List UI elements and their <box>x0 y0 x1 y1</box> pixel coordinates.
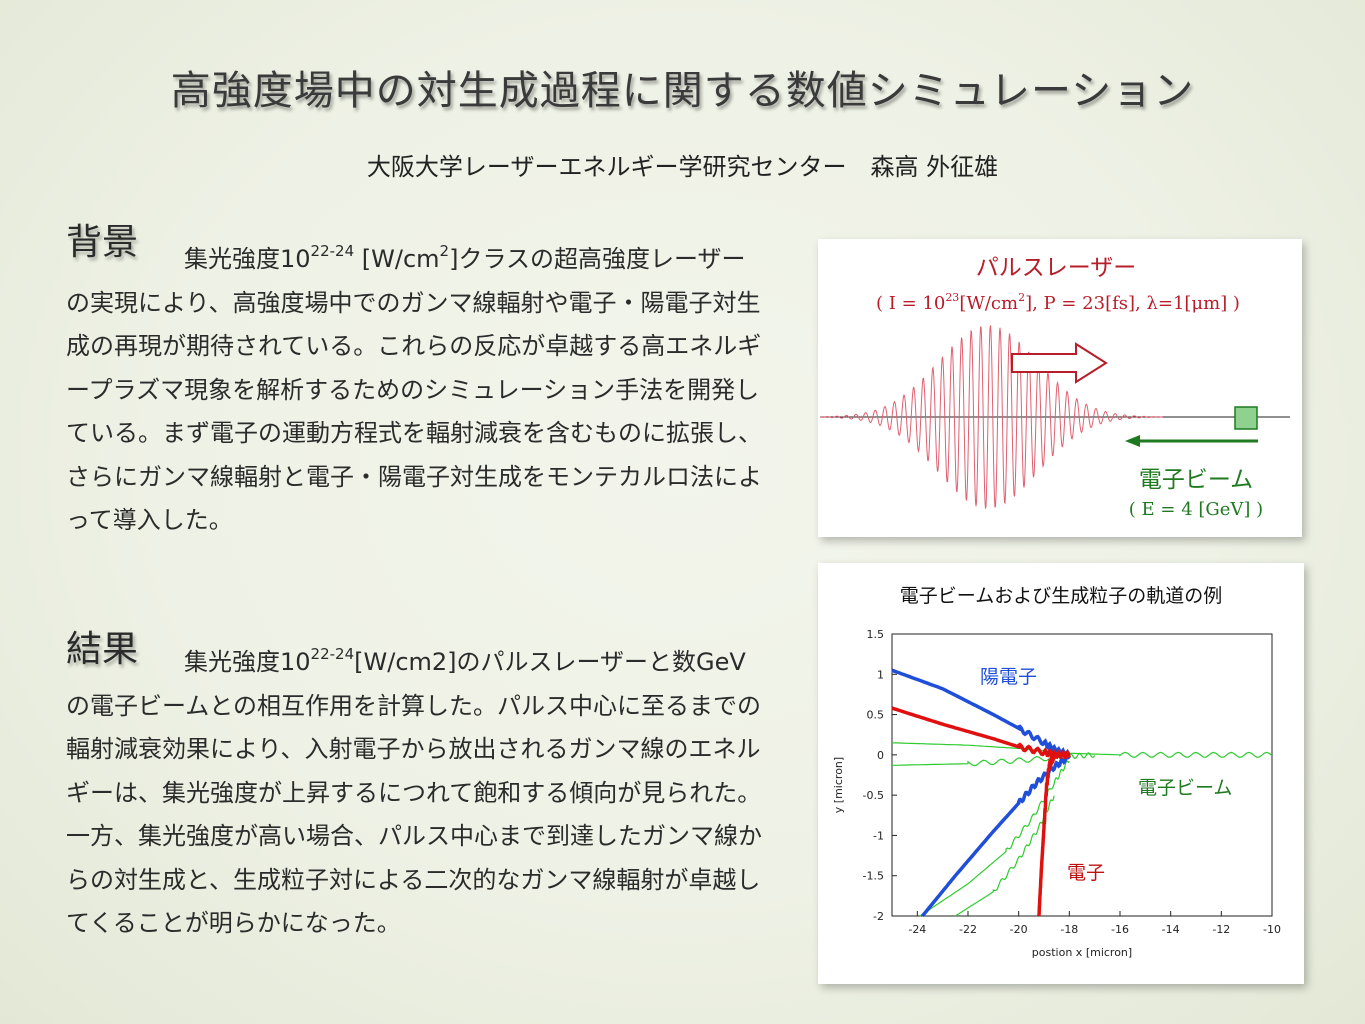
laser-diagram-panel: パルスレーザー ( I = 1023[W/cm2], P = 23[fs], λ… <box>818 239 1302 537</box>
page-title: 高強度場中の対生成過程に関する数値シミュレーション <box>170 68 1195 114</box>
x-tick-label: -14 <box>1162 923 1180 936</box>
results-heading: 結果 <box>66 629 139 670</box>
series-line-1 <box>921 752 1071 918</box>
x-tick-label: -22 <box>959 923 977 936</box>
plot-frame <box>891 633 1273 917</box>
chart-annotation-0: 陽電子 <box>980 666 1037 688</box>
results-body: 集光強度1022-24[W/cm2]のパルスレーザーと数GeVの電子ビームとの相… <box>66 645 762 938</box>
laser-pulse-wave <box>819 325 1163 509</box>
laser-label: パルスレーザー <box>976 255 1137 281</box>
series-line-2 <box>891 706 1071 760</box>
chart-title: 電子ビームおよび生成粒子の軌道の例 <box>900 585 1222 607</box>
y-tick-label: -0.5 <box>863 789 884 802</box>
trajectory-chart: 電子ビームおよび生成粒子の軌道の例 -24 -22 -20 -18 -16 -14 -12-… <box>832 585 1281 959</box>
y-tick-label: 0.5 <box>867 709 885 722</box>
y-tick-label: 0 <box>877 749 884 762</box>
beam-arrow-head <box>1125 435 1140 447</box>
trajectory-chart-panel: 電子ビームおよび生成粒子の軌道の例 -24 -22 -20 -18 -16 -14 -12-… <box>818 563 1304 984</box>
x-tick-label: -24 <box>908 923 926 936</box>
y-tick-label: -2 <box>873 910 884 923</box>
x-axis-label: postion x [micron] <box>1032 946 1132 959</box>
beam-params: ( E = 4 [GeV] ) <box>1129 499 1263 520</box>
x-tick-label: -20 <box>1010 923 1028 936</box>
electron-beam-box <box>1234 406 1258 430</box>
laser-direction-arrow <box>1011 342 1108 384</box>
x-tick-label: -12 <box>1212 923 1230 936</box>
beam-label: 電子ビーム <box>1139 467 1253 493</box>
laser-params: ( I = 1023[W/cm2], P = 23[fs], λ=1[μm] ) <box>876 291 1240 314</box>
series-line-6 <box>919 760 1070 917</box>
x-tick-label: -18 <box>1060 923 1078 936</box>
series-line-4 <box>891 742 1273 758</box>
x-tick-label: -10 <box>1263 923 1281 936</box>
background-heading: 背景 <box>66 222 139 263</box>
series-line-5 <box>892 752 1096 767</box>
y-tick-label: 1 <box>877 668 884 681</box>
affiliation: 大阪大学レーザーエネルギー学研究センター 森高 外征雄 <box>366 153 999 181</box>
chart-annotation-2: 電子 <box>1067 862 1105 884</box>
laser-diagram: パルスレーザー ( I = 1023[W/cm2], P = 23[fs], λ… <box>819 255 1290 520</box>
y-axis-label: y [micron] <box>832 757 845 813</box>
y-tick-label: 1.5 <box>867 628 885 641</box>
chart-annotation-1: 電子ビーム <box>1138 777 1232 799</box>
series-line-3 <box>1037 751 1056 917</box>
y-tick-label: -1 <box>873 829 884 842</box>
y-tick-label: -1.5 <box>863 870 884 883</box>
background-body: 集光強度1022-24 [W/cm2]クラスの超高強度レーザーの実現により、高強… <box>66 242 762 535</box>
x-tick-label: -16 <box>1111 923 1129 936</box>
